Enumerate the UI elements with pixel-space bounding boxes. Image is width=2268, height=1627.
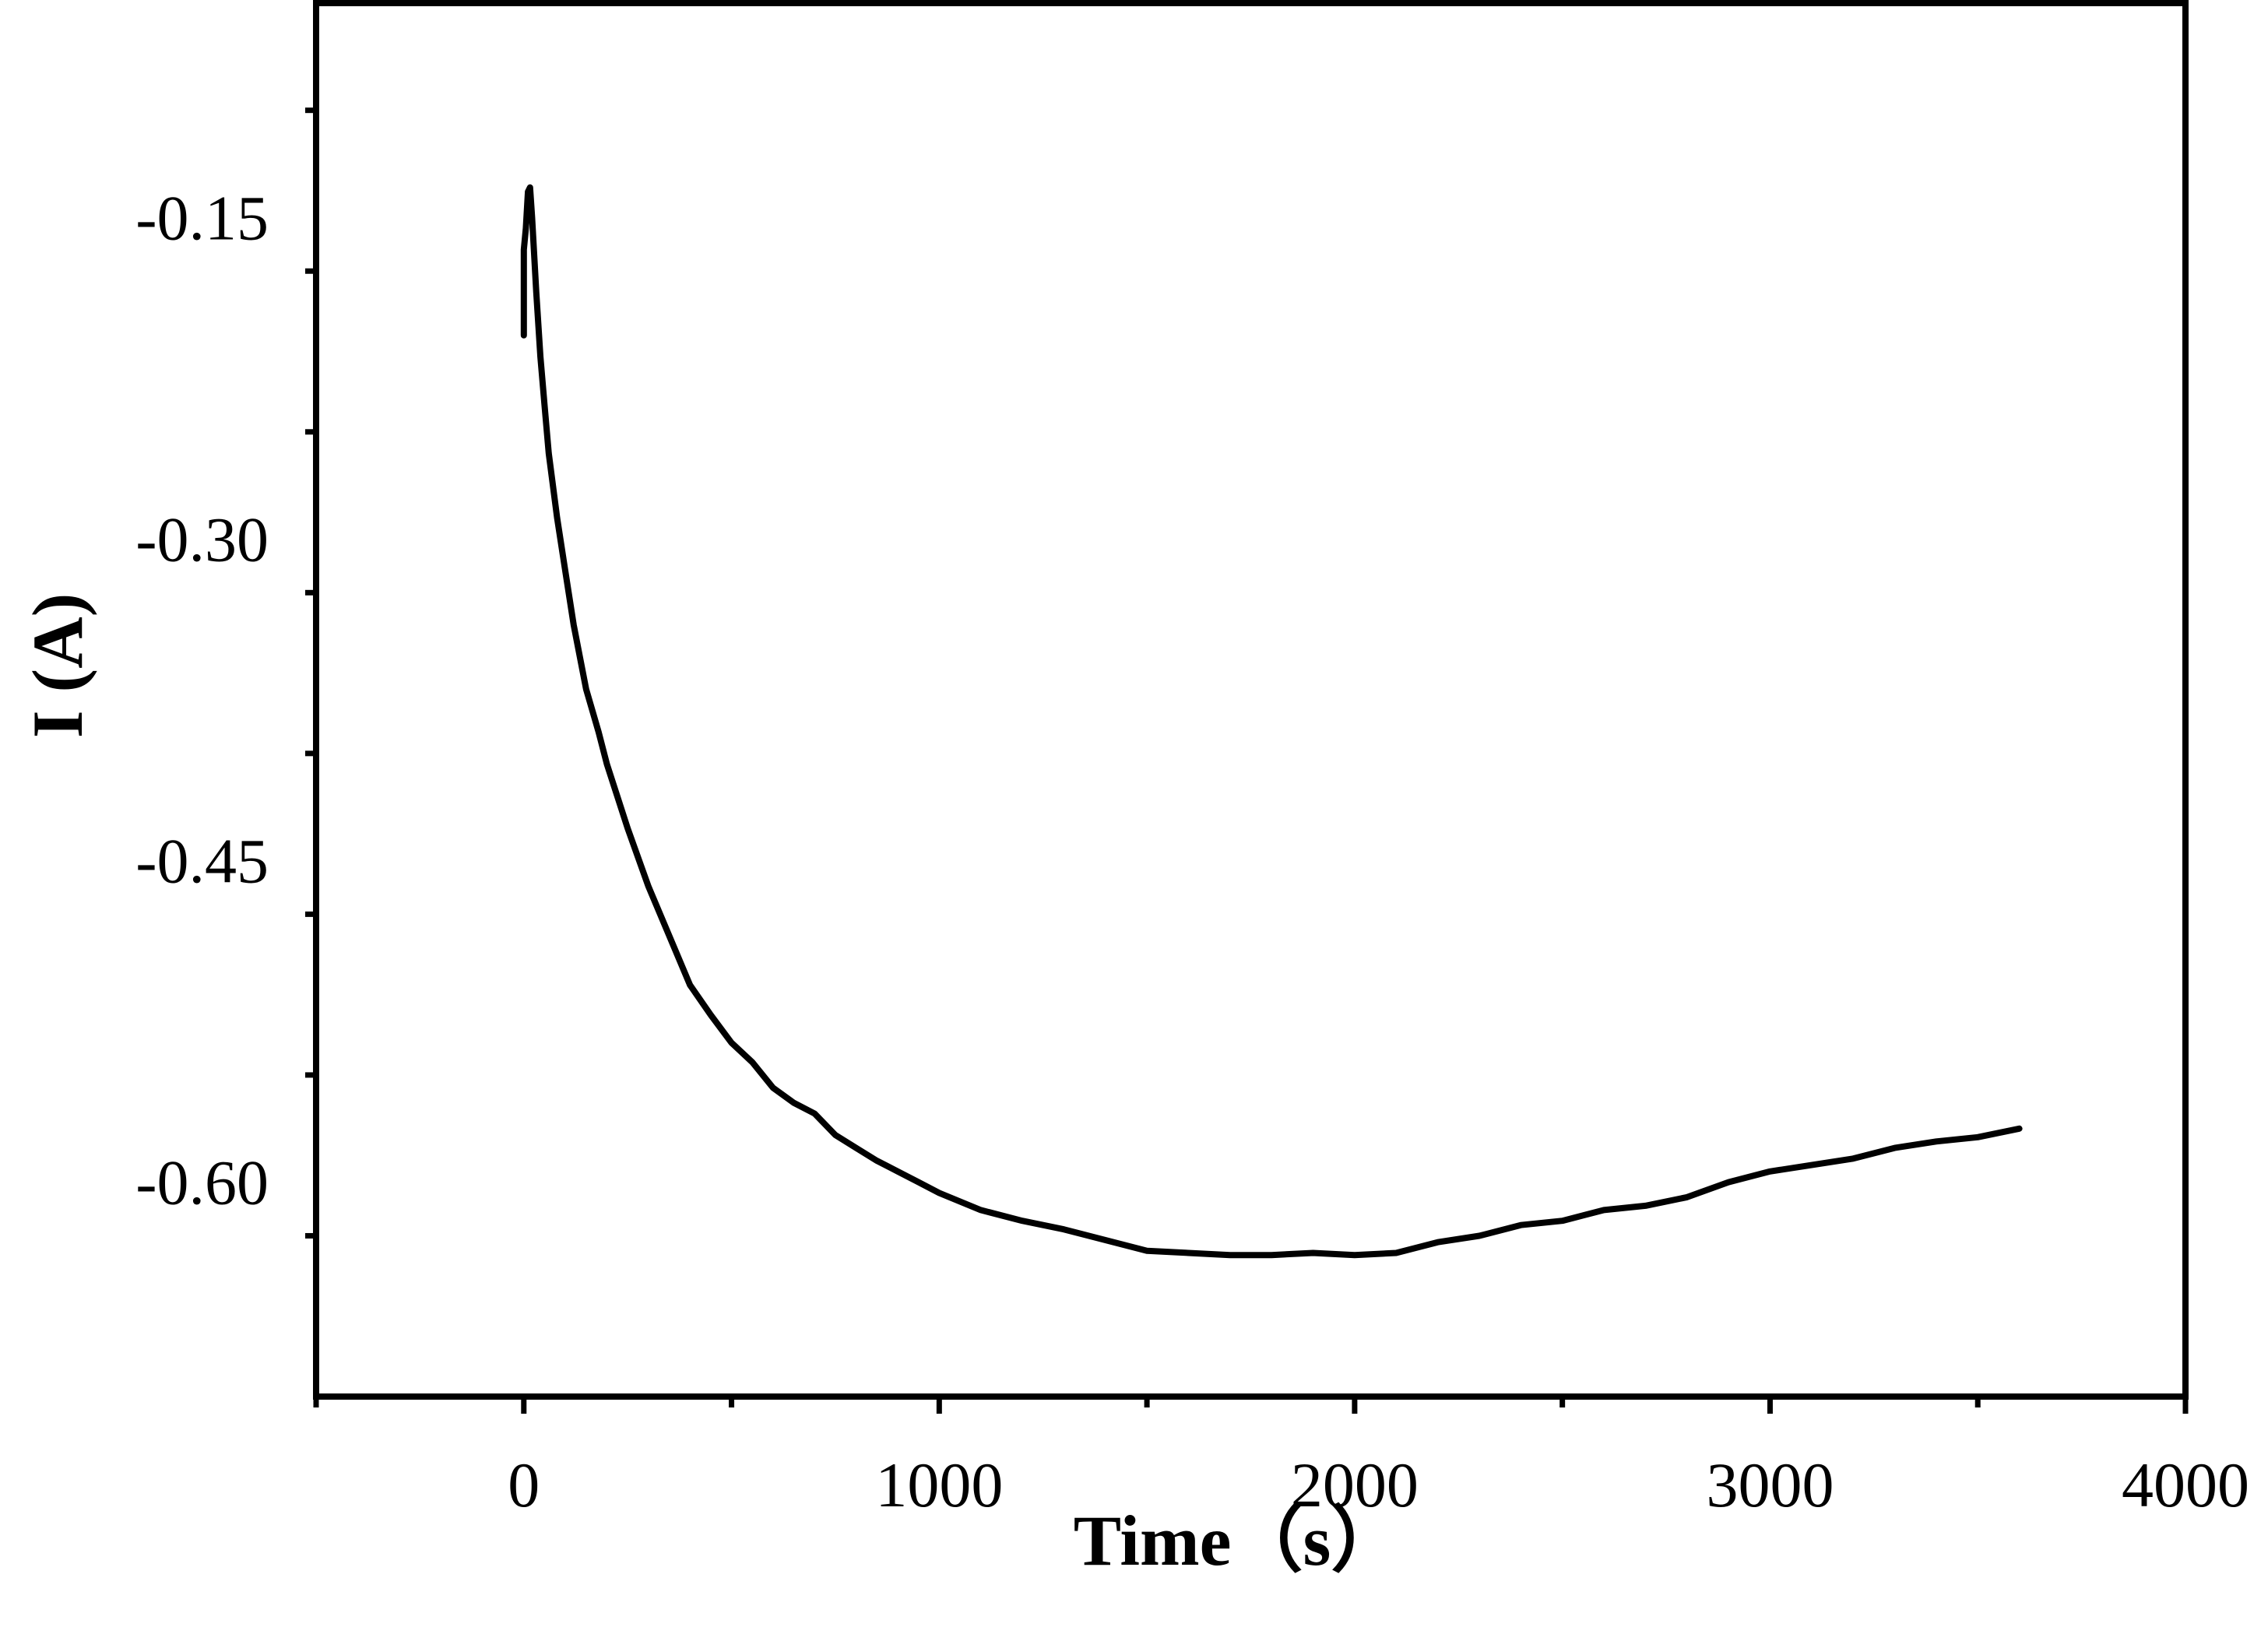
series-layer [520, 184, 2023, 1259]
x-tick-label: 2000 [1291, 1450, 1419, 1520]
series-line-0 [520, 184, 2023, 1259]
x-axis-title: Time（s） [1074, 1501, 1403, 1580]
y-tick-label: -0.15 [135, 182, 269, 253]
plot-frame [313, 0, 2189, 1400]
x-tick-label: 0 [508, 1450, 540, 1520]
y-tick-label: -0.30 [135, 504, 269, 575]
y-axis-ticks: -0.15 -0.30 -0.45 -0.60 [135, 107, 316, 1239]
y-tick-label: -0.45 [135, 826, 269, 897]
x-tick-label: 4000 [2122, 1450, 2249, 1520]
x-tick-label: 3000 [1706, 1450, 1834, 1520]
x-axis-ticks: 0 1000 2000 3000 4000 [313, 1397, 2249, 1520]
y-axis-title: I (A) [18, 593, 97, 739]
y-tick-label: -0.60 [135, 1147, 269, 1218]
x-tick-label: 1000 [875, 1450, 1003, 1520]
